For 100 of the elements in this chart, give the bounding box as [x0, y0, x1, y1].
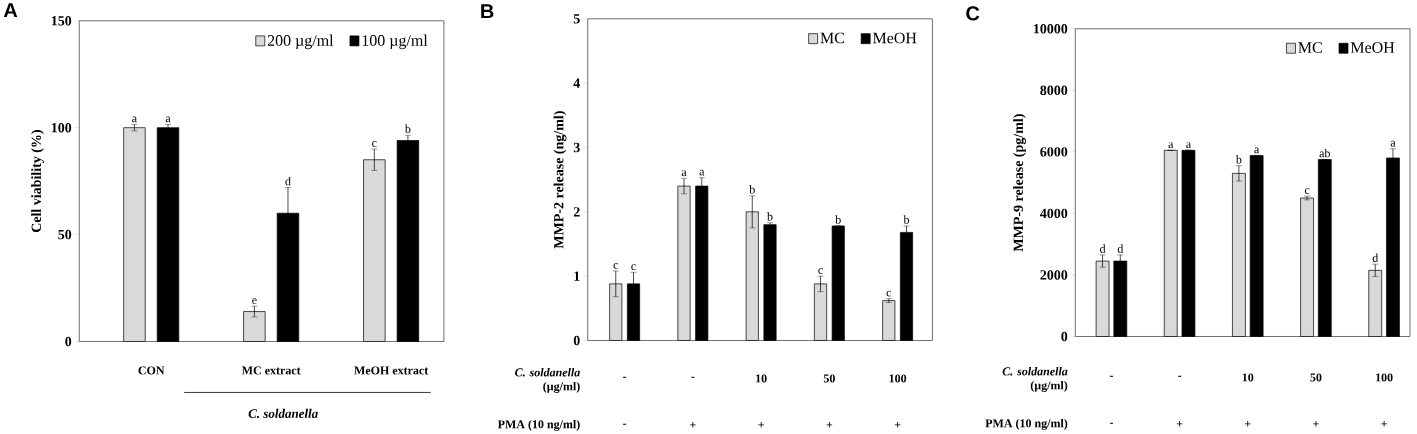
data-label: c — [631, 264, 636, 270]
x-axis-title: C. soldanella (µg/ml) — [1002, 366, 1068, 392]
data-label: b — [835, 215, 841, 224]
x-tick-label: 50 — [1310, 373, 1322, 382]
data-label: b — [1235, 154, 1242, 164]
x-tick-label: 10 — [1242, 373, 1254, 382]
text: + — [690, 421, 696, 428]
y-tick-label: 150 — [51, 15, 72, 26]
y-tick-label: 0 — [573, 335, 580, 346]
y-axis-title: MMP-9 release (pg/ml) — [1013, 114, 1026, 252]
data-label: a — [681, 170, 687, 176]
data-label: b — [404, 124, 411, 133]
legend-label: MC — [1298, 42, 1322, 53]
bar — [900, 231, 914, 341]
text: + — [1313, 420, 1319, 427]
data-label: a — [132, 116, 137, 123]
y-tick-label: 10000 — [1033, 23, 1068, 34]
bar — [1232, 172, 1246, 337]
text: PMA (10 ng/ml) — [985, 418, 1068, 430]
bar — [882, 300, 896, 341]
x-tick-label: 50 — [823, 374, 835, 383]
x-tick-label: MeOH extract — [354, 366, 429, 375]
data-label: a — [699, 169, 705, 176]
data-label: a — [1168, 142, 1174, 148]
bar — [123, 127, 146, 342]
data-label: c — [372, 140, 377, 147]
data-label: a — [165, 116, 171, 123]
bar — [1249, 155, 1264, 337]
bar — [1368, 269, 1383, 337]
y-axis-title: Cell viability (%) — [31, 129, 44, 232]
y-tick-label: 0 — [65, 336, 72, 347]
bar — [1163, 149, 1178, 337]
y-tick-label: 3 — [573, 142, 580, 152]
x-tick-label: - — [1109, 375, 1114, 377]
bar — [396, 139, 420, 342]
data-label: b — [903, 215, 910, 224]
y-tick-label: 2 — [573, 206, 580, 217]
bar — [1113, 260, 1128, 337]
x-tick-label: MC extract — [241, 366, 301, 375]
legend-label: MC — [820, 32, 844, 44]
text: + — [758, 421, 764, 428]
text: + — [1244, 420, 1251, 427]
data-label: b — [749, 184, 755, 194]
text: - — [623, 423, 627, 425]
bar — [831, 225, 845, 341]
x-tick-label: - — [623, 376, 627, 378]
x-axis-title: C. soldanella (µg/ml) — [515, 367, 580, 393]
legend-label: MeOH — [1350, 42, 1395, 53]
y-tick-label: 4000 — [1040, 208, 1068, 218]
y-tick-label: 8000 — [1040, 85, 1068, 95]
data-label: ab — [1319, 148, 1330, 158]
data-label: c — [818, 268, 823, 274]
x-tick-label: - — [1178, 375, 1182, 377]
y-tick-label: 0 — [1061, 331, 1068, 342]
data-label: b — [767, 211, 773, 221]
text: + — [1176, 420, 1183, 427]
bar — [1300, 197, 1314, 337]
data-label: d — [1100, 244, 1106, 253]
text: - — [1109, 422, 1114, 424]
y-tick-label: 100 — [51, 122, 72, 133]
bar — [1095, 260, 1110, 337]
y-tick-label: 50 — [58, 229, 72, 240]
y-tick-label: 4 — [573, 78, 580, 88]
text: C. soldanella — [248, 408, 318, 418]
text: PMA (10 ng/ml) — [497, 419, 580, 431]
legend-label: 200 µg/ml — [267, 34, 334, 49]
x-tick-label: 100 — [1376, 373, 1393, 382]
bar — [763, 224, 777, 341]
bar — [243, 311, 266, 342]
chart-title: C — [966, 6, 980, 21]
text: + — [894, 421, 901, 428]
data-label: d — [1372, 253, 1379, 262]
y-axis-title: MMP-2 release (ng/ml) — [553, 111, 567, 249]
x-tick-label: CON — [138, 366, 165, 375]
data-label: c — [886, 290, 892, 297]
x-tick-label: 10 — [756, 374, 767, 383]
bar — [276, 212, 300, 342]
chart-title: B — [481, 4, 494, 18]
bar — [1181, 149, 1196, 337]
text: + — [826, 421, 833, 428]
x-tick-label: 100 — [889, 374, 907, 383]
data-label: a — [1254, 147, 1260, 154]
data-label: c — [613, 262, 619, 269]
y-tick-label: 6000 — [1040, 146, 1068, 157]
legend-label: 100 µg/ml — [362, 34, 428, 49]
y-tick-label: 1 — [574, 271, 580, 281]
data-label: a — [1186, 142, 1191, 148]
x-tick-label: - — [691, 376, 695, 378]
data-label: d — [285, 176, 291, 186]
data-label: a — [1390, 140, 1396, 147]
chart-title: A — [3, 3, 18, 17]
legend-label: MeOH — [872, 32, 917, 44]
data-label: c — [1304, 188, 1310, 194]
data-label: e — [252, 298, 257, 304]
y-tick-label: 2000 — [1040, 270, 1068, 280]
text: + — [1381, 420, 1387, 427]
y-tick-label: 5 — [573, 13, 580, 24]
bar — [156, 127, 180, 342]
data-label: d — [1117, 244, 1124, 253]
bar — [1317, 159, 1332, 337]
